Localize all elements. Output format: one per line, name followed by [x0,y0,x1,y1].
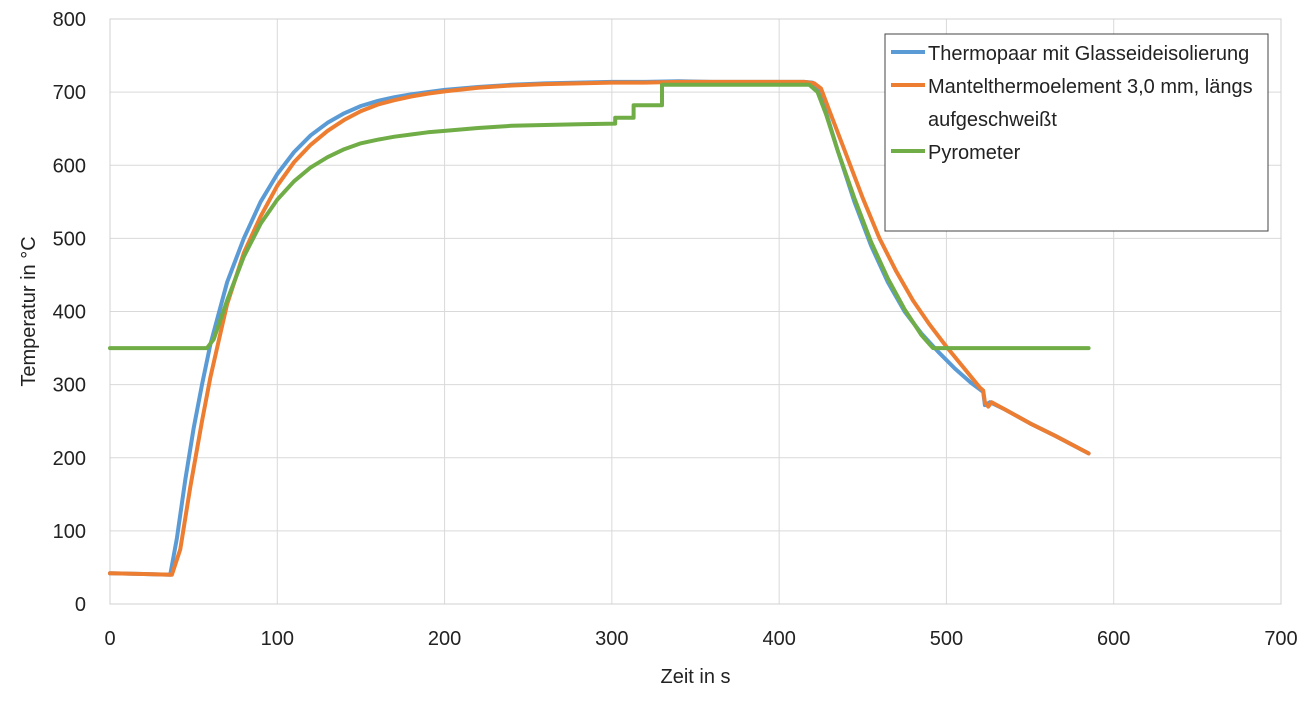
legend: Thermopaar mit Glasseideisolierung Mantel… [884,33,1269,232]
y-tick-label: 400 [53,302,86,324]
x-axis-title: Zeit in s [660,666,730,688]
series-layer [108,79,1091,577]
y-tick-label: 0 [75,594,86,616]
x-tick-label: 500 [930,628,963,650]
x-tick-labels: 0 100 200 300 400 500 600 700 [104,628,1297,650]
x-tick-label: 200 [428,628,461,650]
y-tick-label: 100 [53,521,86,543]
series-line-pyrometer [108,82,1091,351]
x-tick-label: 600 [1097,628,1130,650]
x-tick-label: 100 [261,628,294,650]
legend-label: Mantelthermoelement 3,0 mm, längs aufgesc… [928,76,1253,131]
y-tick-label: 700 [53,82,86,104]
y-tick-label: 200 [53,448,86,470]
legend-label: Pyrometer [928,142,1021,164]
legend-box [884,33,1269,232]
legend-label: Thermopaar mit Glasseideisolierung [928,43,1249,65]
x-tick-label: 0 [104,628,115,650]
plot-area [109,18,1282,605]
y-axis-title: Temperatur in °C [18,236,40,386]
x-tick-label: 700 [1264,628,1297,650]
y-tick-label: 500 [53,228,86,250]
y-tick-label: 800 [53,9,86,31]
y-tick-label: 300 [53,375,86,397]
x-tick-label: 400 [762,628,795,650]
y-tick-labels: 0 100 200 300 400 500 600 700 800 [53,9,86,616]
x-tick-label: 300 [595,628,628,650]
y-tick-label: 600 [53,155,86,177]
